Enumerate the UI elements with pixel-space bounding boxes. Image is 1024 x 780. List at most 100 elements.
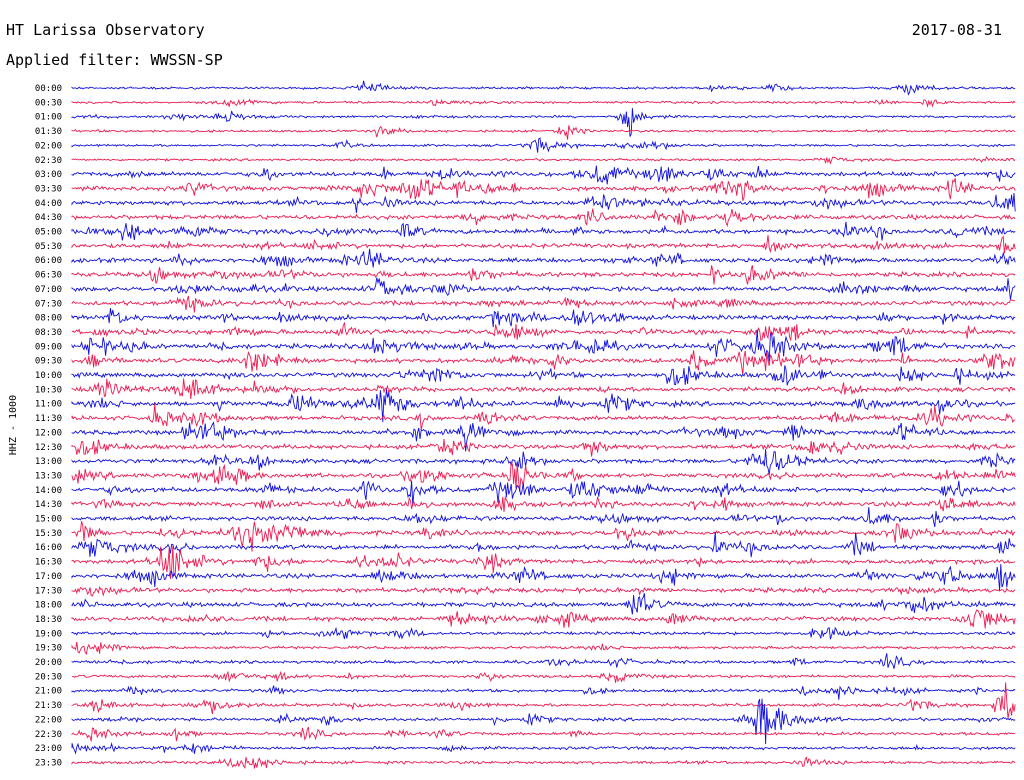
time-label: 09:30: [35, 357, 62, 367]
time-label: 07:00: [35, 285, 62, 295]
time-label: 21:00: [35, 687, 62, 697]
trace-row: [71, 295, 1016, 313]
time-label: 04:00: [35, 199, 62, 209]
date-label: 2017-08-31: [911, 21, 1002, 39]
time-label: 16:00: [35, 543, 62, 553]
trace-row: [71, 277, 1016, 300]
time-label: 03:30: [35, 184, 62, 194]
trace-row: [71, 98, 1016, 108]
time-label: 19:00: [35, 629, 62, 639]
time-label: 00:30: [35, 98, 62, 108]
trace-row: [71, 593, 1016, 615]
time-label: 03:00: [35, 170, 62, 180]
trace-row: [71, 742, 1016, 755]
time-label: 04:30: [35, 213, 62, 223]
time-label: 10:00: [35, 371, 62, 381]
trace-row: [71, 265, 1016, 285]
time-label: 20:00: [35, 658, 62, 668]
time-label: 14:00: [35, 486, 62, 496]
time-labels: 00:00 00:30 01:00 01:30 02:00 02:30 03:00 03:30…: [35, 84, 62, 768]
trace-row: [71, 641, 1016, 655]
trace-row: [71, 726, 1016, 742]
trace-row: [71, 609, 1016, 629]
y-axis-label: HHZ - 1000: [8, 395, 19, 455]
station-title: HT Larissa Observatory: [6, 21, 205, 39]
time-label: 12:30: [35, 443, 62, 453]
time-label: 02:00: [35, 141, 62, 151]
time-label: 18:30: [35, 615, 62, 625]
trace-row: [71, 685, 1016, 700]
trace-row: [71, 248, 1016, 268]
time-label: 17:30: [35, 586, 62, 596]
trace-row: [71, 108, 1016, 137]
trace-row: [71, 137, 1016, 153]
trace-row: [71, 365, 1016, 386]
trace-row: [71, 208, 1016, 228]
trace-row: [71, 378, 1016, 399]
trace-row: [71, 156, 1016, 165]
time-label: 17:00: [35, 572, 62, 582]
trace-row: [71, 193, 1016, 213]
time-label: 18:00: [35, 601, 62, 611]
trace-row: [71, 653, 1016, 669]
trace-row: [71, 165, 1016, 185]
trace-row: [71, 449, 1016, 475]
trace-row: [71, 698, 1016, 745]
time-label: 23:30: [35, 758, 62, 768]
trace-row: [71, 670, 1016, 683]
time-label: 10:30: [35, 385, 62, 395]
time-label: 05:30: [35, 242, 62, 252]
trace-row: [71, 388, 1016, 423]
trace-row: [71, 507, 1016, 528]
trace-row: [71, 421, 1016, 452]
trace-row: [71, 350, 1016, 375]
trace-row: [71, 308, 1016, 328]
time-label: 08:00: [35, 314, 62, 324]
trace-row: [71, 521, 1016, 552]
trace-row: [71, 480, 1016, 506]
trace-row: [71, 321, 1016, 342]
time-label: 02:30: [35, 156, 62, 166]
time-label: 13:30: [35, 471, 62, 481]
time-label: 22:30: [35, 730, 62, 740]
time-label: 01:00: [35, 113, 62, 123]
filter-label: Applied filter: WWSSN-SP: [6, 51, 223, 69]
time-label: 21:30: [35, 701, 62, 711]
time-label: 00:00: [35, 84, 62, 94]
trace-row: [71, 177, 1016, 201]
trace-row: [71, 234, 1016, 254]
time-label: 06:30: [35, 271, 62, 281]
time-label: 13:00: [35, 457, 62, 467]
time-label: 16:30: [35, 558, 62, 568]
trace-row: [71, 221, 1016, 241]
time-label: 07:30: [35, 299, 62, 309]
trace-row: [71, 756, 1016, 769]
traces: [71, 80, 1016, 769]
time-label: 15:00: [35, 515, 62, 525]
trace-row: [71, 461, 1016, 492]
trace-row: [71, 532, 1016, 558]
trace-row: [71, 329, 1016, 362]
time-label: 12:00: [35, 428, 62, 438]
time-label: 09:00: [35, 342, 62, 352]
time-label: 23:00: [35, 744, 62, 754]
trace-row: [71, 438, 1016, 457]
time-label: 01:30: [35, 127, 62, 137]
trace-row: [71, 682, 1016, 719]
trace-row: [71, 564, 1016, 591]
trace-row: [71, 125, 1016, 140]
time-label: 20:30: [35, 672, 62, 682]
time-label: 14:30: [35, 500, 62, 510]
time-label: 11:00: [35, 400, 62, 410]
time-label: 08:30: [35, 328, 62, 338]
trace-row: [71, 495, 1016, 513]
trace-row: [71, 626, 1016, 640]
time-label: 15:30: [35, 529, 62, 539]
trace-row: [71, 80, 1016, 96]
time-label: 06:00: [35, 256, 62, 266]
time-label: 22:00: [35, 715, 62, 725]
trace-row: [71, 585, 1016, 597]
trace-row: [71, 546, 1016, 580]
time-label: 19:30: [35, 644, 62, 654]
